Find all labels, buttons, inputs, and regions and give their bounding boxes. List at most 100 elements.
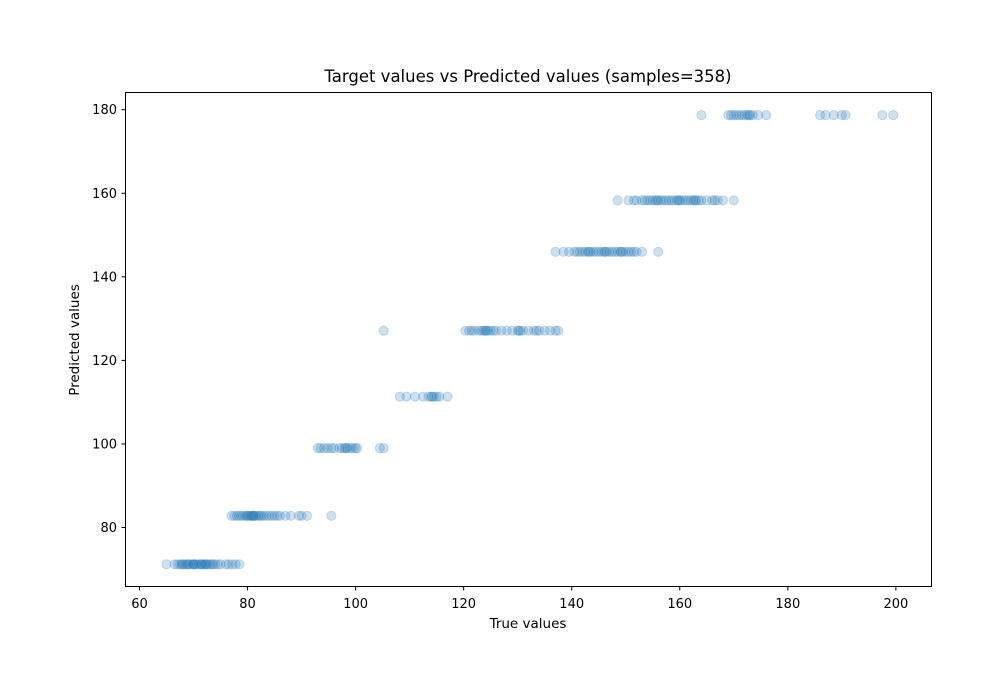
data-point [518, 325, 529, 336]
data-point [712, 195, 723, 206]
data-point [179, 559, 190, 570]
data-point [226, 510, 237, 521]
data-point [639, 195, 650, 206]
data-point [481, 325, 492, 336]
data-point [761, 110, 772, 121]
data-point [337, 443, 348, 454]
data-point [296, 510, 307, 521]
data-point [427, 391, 438, 402]
data-point [246, 510, 257, 521]
data-point [378, 443, 389, 454]
data-point [647, 195, 658, 206]
y-tick-label: 160 [92, 187, 117, 202]
data-point [418, 391, 429, 402]
data-point [202, 559, 213, 570]
x-axis-title: True values [489, 616, 567, 632]
data-point [431, 391, 442, 402]
data-point [473, 325, 484, 336]
x-tick-label: 80 [239, 597, 256, 612]
data-point [600, 246, 611, 257]
data-point [534, 325, 545, 336]
data-point [266, 510, 277, 521]
data-point [482, 325, 494, 336]
data-point [583, 246, 595, 257]
data-point [428, 391, 440, 402]
data-point [658, 195, 669, 206]
data-point [689, 195, 701, 206]
data-point [815, 110, 826, 121]
y-tick-label: 100 [92, 437, 117, 452]
data-point [545, 325, 556, 336]
data-point [523, 325, 534, 336]
data-point [491, 325, 502, 336]
data-point [820, 110, 831, 121]
data-point [197, 559, 208, 570]
data-point [840, 110, 851, 121]
data-point [558, 246, 569, 257]
chart-title: Target values vs Predicted values (sampl… [323, 67, 731, 86]
data-point [238, 510, 249, 521]
data-point [723, 110, 734, 121]
data-point [401, 391, 412, 402]
data-point [616, 246, 627, 257]
data-point [256, 510, 267, 521]
data-point [617, 246, 629, 257]
data-point [636, 195, 648, 206]
data-point [342, 443, 353, 454]
x-tick-label: 200 [883, 597, 908, 612]
data-point [176, 559, 187, 570]
data-point [531, 325, 542, 336]
data-point [236, 510, 247, 521]
data-point [513, 325, 524, 336]
data-point [249, 510, 260, 521]
data-point [345, 443, 356, 454]
data-point [628, 195, 640, 206]
data-point [253, 510, 264, 521]
data-point [334, 443, 345, 454]
data-point [426, 391, 437, 402]
data-point [599, 246, 610, 257]
data-point [607, 246, 618, 257]
data-point [593, 246, 604, 257]
data-point [319, 443, 330, 454]
data-point [242, 510, 253, 521]
data-point [204, 559, 215, 570]
data-point [322, 443, 333, 454]
data-point [528, 325, 540, 336]
data-point [223, 559, 234, 570]
data-point [653, 195, 664, 206]
plot-frame [125, 92, 932, 587]
data-point [572, 246, 583, 257]
data-point [828, 110, 839, 121]
x-tick-label: 120 [451, 597, 476, 612]
data-point [677, 195, 688, 206]
x-tick-label: 180 [775, 597, 800, 612]
data-point [685, 195, 696, 206]
data-point [588, 246, 599, 257]
data-point [693, 195, 704, 206]
data-point [539, 325, 550, 336]
data-point [690, 195, 702, 206]
data-point [161, 559, 172, 570]
data-point [261, 510, 272, 521]
data-point [409, 391, 421, 402]
data-point [743, 110, 755, 121]
data-point [672, 195, 683, 206]
data-point [231, 510, 242, 521]
data-point [195, 559, 206, 570]
data-point [553, 325, 564, 336]
data-point [615, 246, 626, 257]
data-point [174, 559, 186, 570]
data-point [272, 510, 283, 521]
data-point [877, 110, 888, 121]
data-point [836, 110, 848, 121]
data-point [653, 246, 664, 257]
data-point [744, 110, 756, 121]
data-point [612, 195, 623, 206]
data-point [666, 195, 677, 206]
data-point [590, 246, 602, 257]
data-point [612, 246, 623, 257]
data-point [301, 510, 313, 521]
data-point [169, 559, 180, 570]
data-point [563, 246, 575, 257]
